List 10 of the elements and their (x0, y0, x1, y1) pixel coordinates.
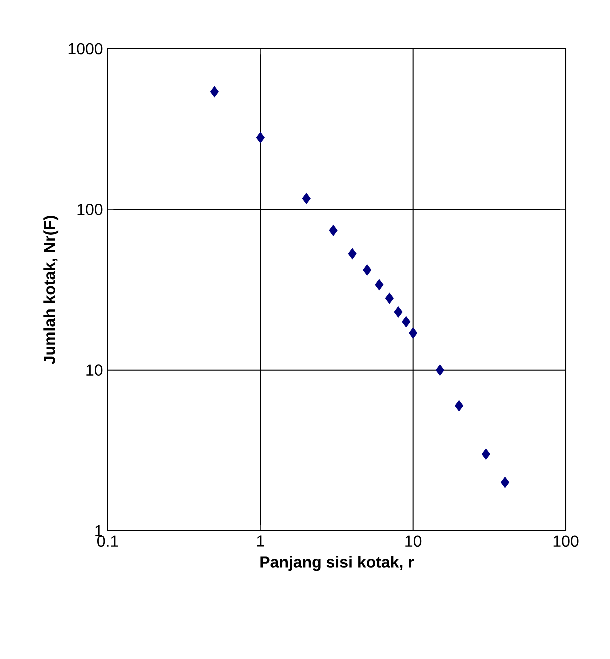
x-tick-label: 1 (257, 536, 264, 547)
x-tick-label: 10 (406, 536, 422, 548)
x-tick-label: 0.1 (98, 536, 118, 548)
x-axis-title: Panjang sisi kotak, r (260, 556, 414, 572)
y-tick-label: 100 (78, 204, 103, 216)
x-tick-label: 100 (554, 536, 579, 548)
y-tick-label: 1 (96, 526, 103, 536)
y-tick-label: 10 (86, 364, 103, 376)
y-axis-title: Jumlah kotak, Nr(F) (44, 216, 59, 364)
y-tick-label: 1000 (68, 43, 103, 55)
